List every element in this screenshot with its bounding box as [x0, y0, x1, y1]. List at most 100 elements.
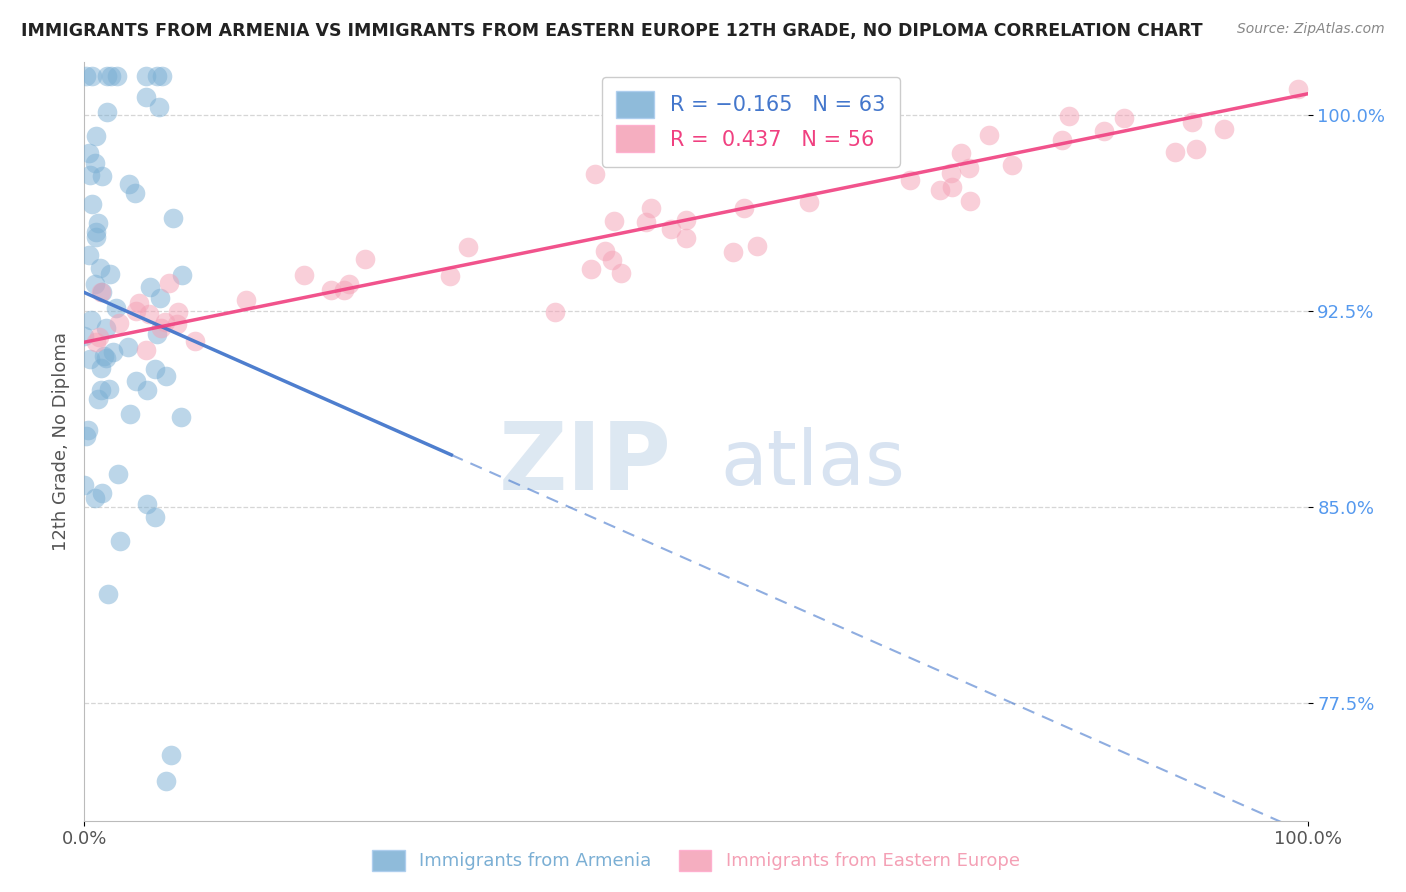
Point — [579, 261, 602, 276]
Point — [110, 534, 132, 549]
Text: IMMIGRANTS FROM ARMENIA VS IMMIGRANTS FROM EASTERN EUROPE 12TH GRADE, NO DIPLOMA: IMMIGRANTS FROM ARMENIA VS IMMIGRANTS FR… — [21, 22, 1202, 40]
Point — [80, 313, 103, 327]
Point — [124, 186, 146, 200]
Point — [153, 315, 176, 329]
Point — [169, 409, 191, 424]
Point — [675, 231, 697, 245]
Point — [84, 230, 107, 244]
Point — [745, 238, 768, 252]
Point — [128, 296, 150, 310]
Point — [157, 277, 180, 291]
Point — [721, 244, 744, 259]
Point — [600, 252, 623, 267]
Point — [90, 360, 112, 375]
Point — [957, 161, 980, 175]
Point — [184, 334, 207, 349]
Text: Source: ZipAtlas.com: Source: ZipAtlas.com — [1237, 22, 1385, 37]
Point — [135, 383, 157, 397]
Point — [149, 320, 172, 334]
Point — [79, 168, 101, 182]
Point — [80, 69, 103, 83]
Point — [1050, 133, 1073, 147]
Point — [160, 748, 183, 763]
Point — [135, 90, 157, 104]
Point — [86, 392, 108, 406]
Point — [135, 69, 157, 83]
Point — [73, 478, 96, 492]
Point — [544, 304, 567, 318]
Point — [86, 334, 108, 349]
Point — [120, 407, 142, 421]
Point — [235, 293, 257, 308]
Point — [83, 156, 105, 170]
Point — [136, 497, 159, 511]
Point — [117, 340, 139, 354]
Point — [155, 774, 177, 789]
Point — [75, 69, 97, 83]
Point — [610, 266, 633, 280]
Point — [75, 429, 97, 443]
Point — [93, 349, 115, 363]
Point — [135, 343, 157, 357]
Point — [439, 269, 461, 284]
Point — [149, 291, 172, 305]
Point — [979, 128, 1001, 142]
Point — [87, 330, 110, 344]
Point — [150, 69, 173, 83]
Point — [333, 283, 356, 297]
Point — [636, 215, 658, 229]
Point — [959, 194, 981, 209]
Point — [77, 423, 100, 437]
Point — [77, 248, 100, 262]
Point — [1164, 145, 1187, 159]
Point — [101, 345, 124, 359]
Point — [797, 194, 820, 209]
Point — [1212, 122, 1234, 136]
Point — [675, 213, 697, 227]
Point — [1185, 142, 1208, 156]
Point — [172, 268, 194, 282]
Point — [166, 318, 188, 332]
Point — [457, 239, 479, 253]
Point — [941, 180, 963, 194]
Text: ZIP: ZIP — [499, 418, 672, 510]
Point — [603, 214, 626, 228]
Point — [1059, 109, 1081, 123]
Point — [337, 277, 360, 291]
Point — [733, 201, 755, 215]
Point — [583, 167, 606, 181]
Point — [77, 146, 100, 161]
Point — [80, 197, 103, 211]
Point — [138, 280, 160, 294]
Point — [1092, 124, 1115, 138]
Point — [138, 307, 160, 321]
Point — [94, 320, 117, 334]
Point — [593, 244, 616, 258]
Point — [928, 183, 950, 197]
Point — [143, 362, 166, 376]
Point — [79, 352, 101, 367]
Point — [105, 301, 128, 315]
Point — [124, 303, 146, 318]
Point — [96, 69, 118, 83]
Point — [97, 587, 120, 601]
Point — [97, 382, 120, 396]
Point — [1181, 115, 1204, 129]
Point — [87, 216, 110, 230]
Point — [659, 222, 682, 236]
Point — [107, 467, 129, 481]
Point — [146, 326, 169, 341]
Point — [73, 328, 96, 343]
Point — [354, 252, 377, 266]
Point — [84, 277, 107, 292]
Point — [167, 305, 190, 319]
Point — [898, 172, 921, 186]
Point — [90, 384, 112, 398]
Point — [1112, 111, 1135, 125]
Legend: R = −0.165   N = 63, R =  0.437   N = 56: R = −0.165 N = 63, R = 0.437 N = 56 — [602, 77, 900, 167]
Point — [118, 177, 141, 191]
Point — [105, 69, 128, 83]
Y-axis label: 12th Grade, No Diploma: 12th Grade, No Diploma — [52, 332, 70, 551]
Point — [321, 283, 343, 297]
Point — [91, 285, 114, 300]
